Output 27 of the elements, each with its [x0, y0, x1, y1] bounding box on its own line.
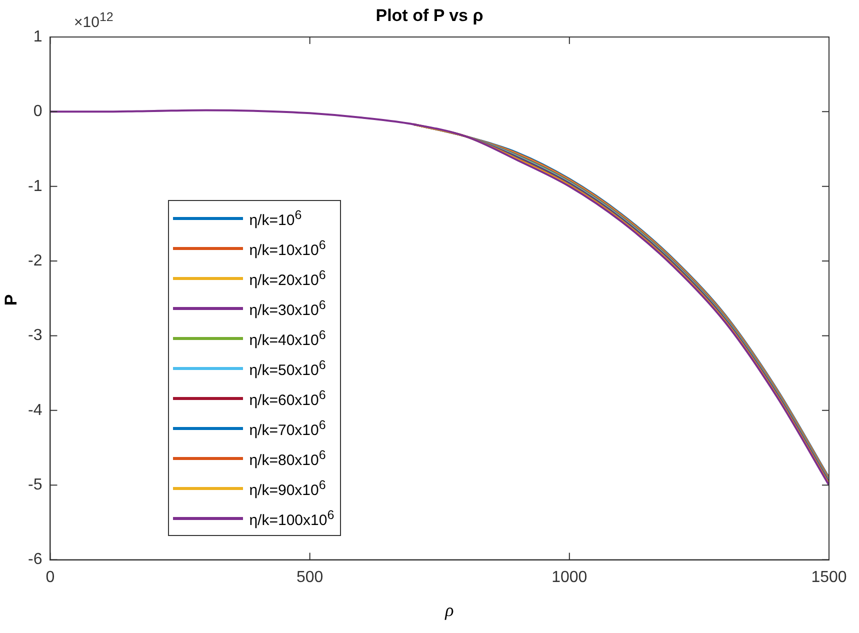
chart-title: Plot of P vs ρ	[376, 6, 484, 25]
legend-label: η/k=70x10$^{6}$	[249, 418, 326, 439]
x-axis-title: ρ	[444, 600, 455, 621]
text: ×10$^{12}$	[74, 10, 114, 31]
x-tick-label: 1000	[552, 568, 588, 586]
y-tick-label: 0	[33, 103, 42, 120]
legend-label: η/k=40x10$^{6}$	[249, 328, 326, 349]
legend-label: η/k=10x10$^{6}$	[249, 238, 326, 259]
x-tick-label: 500	[296, 568, 324, 586]
y-tick-label: -2	[28, 252, 42, 270]
legend-label: η/k=90x10$^{6}$	[249, 478, 326, 499]
legend-label: η/k=10$^{6}$	[249, 208, 302, 229]
y-tick-label: -3	[28, 327, 42, 344]
legend-label: η/k=60x10$^{6}$	[249, 388, 326, 409]
legend-label: η/k=30x10$^{6}$	[249, 298, 326, 319]
legend-label: η/k=50x10$^{6}$	[249, 358, 326, 379]
y-axis-title: P	[2, 294, 22, 306]
y-tick-label: -4	[28, 402, 42, 419]
y-tick-label: -6	[28, 551, 42, 568]
legend-label: η/k=100x10$^{6}$	[249, 508, 334, 529]
legend-label: η/k=80x10$^{6}$	[249, 448, 326, 469]
x-tick-label: 0	[46, 568, 55, 586]
y-tick-label: -1	[28, 178, 42, 195]
y-tick-label: 1	[33, 28, 42, 46]
legend-label: η/k=20x10$^{6}$	[249, 268, 326, 289]
x-tick-label: 1500	[811, 568, 847, 586]
y-tick-label: -5	[28, 476, 42, 494]
